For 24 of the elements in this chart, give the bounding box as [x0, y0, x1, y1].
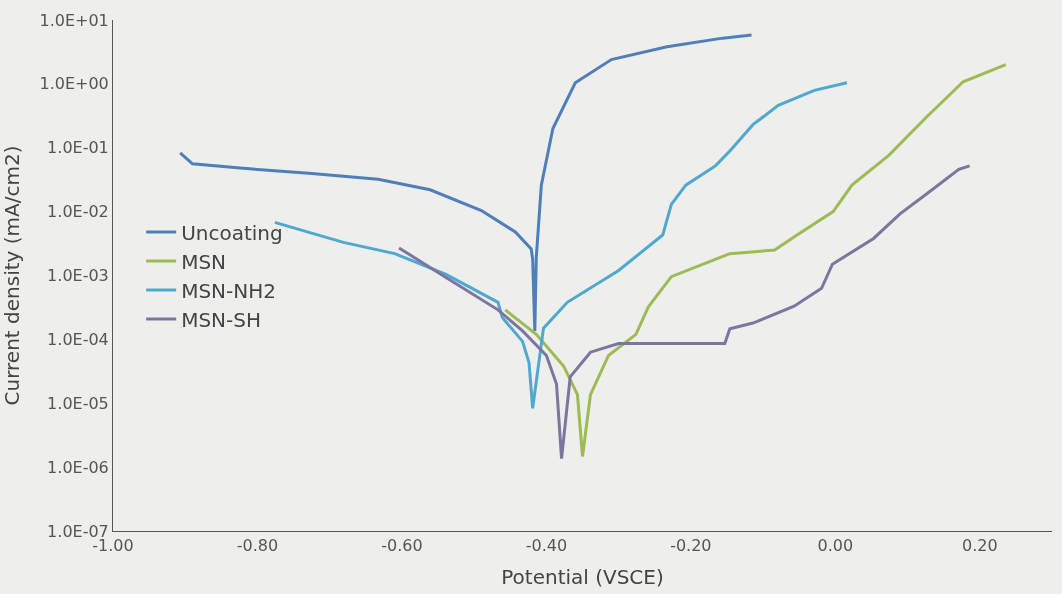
legend-label: Uncoating	[181, 220, 283, 245]
legend-label: MSN-SH	[181, 307, 262, 332]
line-series	[503, 63, 1008, 458]
line-series	[178, 33, 754, 333]
legend-label: MSN	[181, 249, 227, 274]
x-tick-label: -1.00	[92, 536, 134, 556]
x-tick-label: 0.00	[817, 536, 854, 556]
x-tick-label: 0.20	[961, 536, 998, 556]
x-tick-label: -0.60	[381, 536, 423, 556]
y-tick-label: 1.0E-06	[47, 457, 109, 477]
y-axis-title: Current density (mA/cm2)	[0, 145, 24, 406]
y-tick-label: 1.0E-04	[47, 329, 109, 349]
legend-label: MSN-NH2	[181, 278, 277, 303]
y-tick-label: 1.0E-05	[47, 393, 109, 413]
x-tick-label: -0.20	[670, 536, 712, 556]
y-tick-label: 1.0E-01	[47, 138, 109, 158]
x-axis-title: Potential (VSCE)	[501, 564, 664, 589]
x-tick-label: -0.80	[236, 536, 279, 556]
y-tick-label: 1.0E+00	[39, 74, 109, 94]
x-tick-label: -0.40	[525, 536, 568, 556]
y-tick-label: 1.0E-02	[47, 202, 109, 222]
y-tick-label: 1.0E-03	[47, 266, 109, 286]
line-series	[397, 164, 972, 461]
y-tick-label: 1.0E+01	[39, 10, 109, 30]
